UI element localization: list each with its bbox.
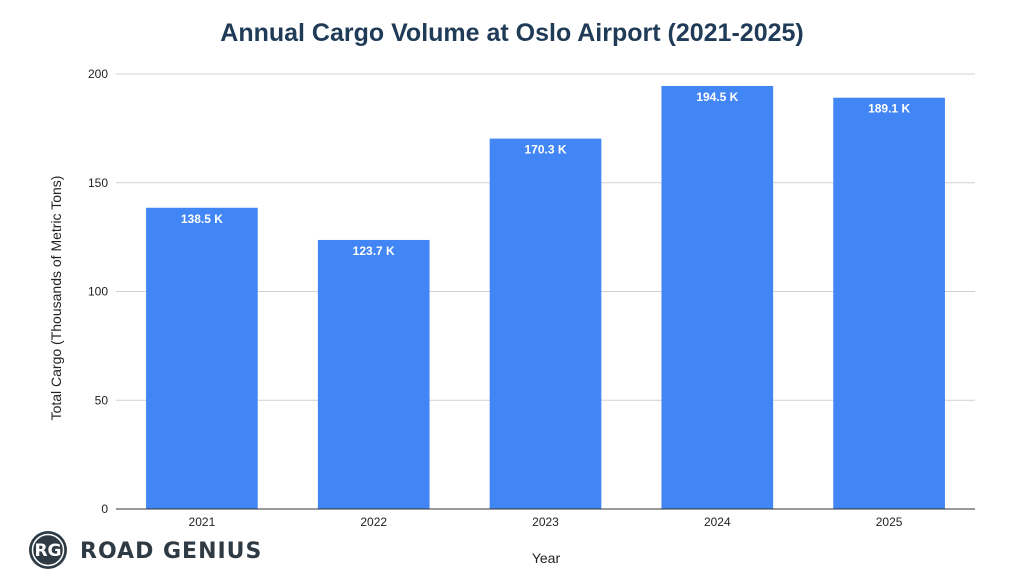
road-genius-logo: RG ROAD GENIUS bbox=[29, 531, 262, 569]
bars: 138.5 K 123.7 K 170.3 K 194.5 K 189.1 K bbox=[146, 85, 945, 510]
y-axis-title: Total Cargo (Thousands of Metric Tons) bbox=[48, 176, 64, 421]
bar bbox=[146, 207, 258, 509]
chart-title: Annual Cargo Volume at Oslo Airport (202… bbox=[220, 19, 803, 47]
x-tick-label: 2022 bbox=[360, 515, 387, 529]
y-tick-label: 50 bbox=[95, 393, 109, 407]
logo-monogram: RG bbox=[34, 541, 61, 561]
x-axis-ticks: 2021 2022 2023 2024 2025 bbox=[189, 515, 903, 529]
y-tick-label: 0 bbox=[101, 502, 108, 516]
bar bbox=[833, 97, 945, 510]
bar-data-label: 189.1 K bbox=[868, 102, 910, 116]
x-tick-label: 2025 bbox=[876, 515, 903, 529]
logo-badge-icon bbox=[29, 531, 67, 569]
y-tick-label: 100 bbox=[88, 285, 108, 299]
bar bbox=[317, 239, 430, 509]
y-axis-ticks: 0 50 100 150 200 bbox=[88, 67, 108, 516]
bar-data-label: 194.5 K bbox=[696, 90, 738, 104]
y-tick-label: 200 bbox=[88, 67, 108, 81]
logo-badge-ring bbox=[31, 533, 65, 567]
bar bbox=[489, 138, 602, 509]
x-tick-label: 2021 bbox=[189, 515, 216, 529]
x-tick-label: 2024 bbox=[704, 515, 731, 529]
y-tick-label: 150 bbox=[88, 176, 108, 190]
bar bbox=[661, 85, 774, 510]
logo-text: ROAD GENIUS bbox=[80, 539, 262, 564]
x-axis-title: Year bbox=[532, 550, 561, 566]
bar-data-label: 123.7 K bbox=[353, 244, 395, 258]
bar-data-label: 170.3 K bbox=[524, 143, 566, 157]
x-tick-label: 2023 bbox=[532, 515, 559, 529]
bar-data-label: 138.5 K bbox=[181, 212, 223, 226]
